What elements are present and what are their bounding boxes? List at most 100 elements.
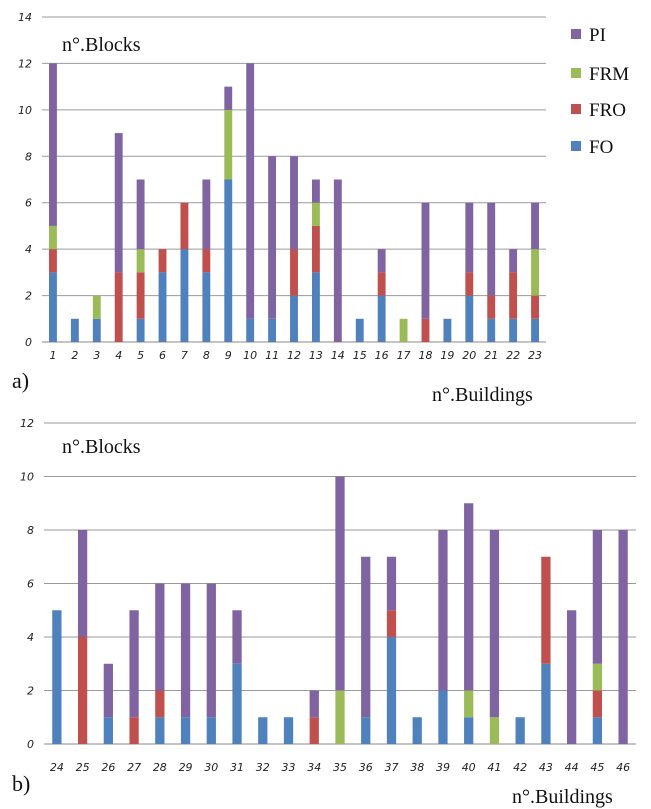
- x-tick-label: 20: [462, 349, 476, 362]
- x-tick-label: 13: [309, 349, 323, 362]
- bar-segment-pi: [77, 530, 88, 637]
- bar-segment-fo: [509, 318, 518, 342]
- x-tick-label: 8: [203, 349, 210, 362]
- bar-segment-pi: [567, 610, 577, 744]
- panel-b-label: b): [12, 771, 30, 796]
- bar-segment-fro: [377, 272, 386, 296]
- bar-segment-fo: [158, 272, 167, 342]
- bar-segment-fo: [465, 295, 474, 342]
- x-tick-label: 23: [528, 349, 542, 362]
- bar-segment-fo: [268, 318, 277, 342]
- y-tick-label: 10: [20, 471, 34, 484]
- panel-a-title: n°.Blocks: [62, 34, 141, 56]
- bar-segment-pi: [246, 63, 255, 319]
- bar-segment-pi: [335, 476, 345, 691]
- x-tick-label: 5: [137, 349, 144, 362]
- x-tick-label: 29: [179, 761, 193, 774]
- bar-segment-fo: [155, 717, 165, 744]
- bar-segment-fo: [531, 318, 539, 342]
- x-tick-label: 17: [397, 349, 411, 362]
- y-tick-label: 6: [27, 578, 34, 591]
- bar-segment-pi: [136, 179, 145, 250]
- panel-b-y-ticks: 0 2 4 6 8 10 12: [20, 417, 34, 751]
- bar-segment-fro: [77, 637, 88, 744]
- bar-segment-fo: [361, 717, 371, 744]
- x-tick-label: 44: [565, 761, 579, 774]
- bar-segment-fo: [283, 717, 294, 744]
- bar-segment-pi: [180, 583, 191, 718]
- x-tick-label: 10: [243, 349, 257, 362]
- x-tick-label: 9: [225, 349, 232, 362]
- bar-segment-pi: [290, 156, 298, 250]
- bar-segment-fo: [92, 318, 101, 342]
- bar-segment-fo: [202, 272, 211, 342]
- y-tick-label: 2: [25, 290, 32, 303]
- x-tick-label: 16: [375, 349, 389, 362]
- legend-swatch-fro: [571, 104, 581, 114]
- bar-segment-fro: [155, 690, 165, 718]
- x-tick-label: 40: [462, 761, 476, 774]
- legend-swatch-frm: [571, 68, 581, 78]
- legend: PI FRM FRO FO: [571, 25, 629, 158]
- y-tick-label: 8: [27, 524, 34, 537]
- x-tick-label: 28: [153, 761, 167, 774]
- bar-segment-pi: [464, 503, 474, 691]
- x-tick-label: 25: [76, 761, 90, 774]
- y-tick-label: 8: [25, 150, 32, 163]
- bar-segment-fro: [541, 556, 551, 664]
- bar-segment-fro: [386, 610, 397, 637]
- bar-segment-pi: [592, 530, 603, 664]
- x-tick-label: 7: [181, 349, 188, 362]
- bar-segment-fo: [180, 249, 189, 342]
- y-tick-label: 6: [25, 197, 32, 210]
- legend-swatch-fo: [571, 141, 581, 151]
- bar-segment-fro: [465, 272, 474, 296]
- bar-segment-pi: [618, 530, 628, 744]
- bar-segment-fo: [592, 717, 603, 744]
- x-tick-label: 35: [333, 761, 347, 774]
- panel-b-xlabel: n°.Buildings: [512, 786, 613, 808]
- bar-segment-pi: [465, 202, 474, 273]
- x-tick-label: 41: [487, 761, 501, 774]
- panel-b-bars: [52, 476, 628, 744]
- bar-segment-pi: [268, 156, 277, 319]
- bar-segment-fo: [224, 179, 233, 342]
- y-tick-label: 12: [18, 57, 32, 70]
- bar-segment-fro: [592, 690, 603, 718]
- x-tick-label: 21: [484, 349, 498, 362]
- bar-segment-fro: [136, 272, 145, 319]
- panel-a-bars: [49, 63, 539, 342]
- bar-segment-fro: [49, 249, 57, 273]
- bar-segment-fo: [541, 663, 551, 744]
- x-tick-label: 12: [287, 349, 301, 362]
- bar-segment-fro: [114, 272, 123, 342]
- bar-segment-fo: [487, 318, 496, 342]
- bar-segment-pi: [202, 179, 211, 250]
- bar-segment-pi: [487, 202, 496, 296]
- bar-segment-fro: [509, 272, 518, 319]
- bar-segment-fo: [515, 717, 525, 744]
- bar-segment-pi: [421, 202, 430, 319]
- bar-segment-fro: [158, 249, 167, 273]
- legend-label-frm: FRM: [589, 64, 629, 85]
- x-tick-label: 37: [384, 761, 398, 774]
- bar-segment-frm: [489, 717, 500, 744]
- x-tick-label: 42: [513, 761, 527, 774]
- bar-segment-fo: [412, 717, 422, 744]
- y-tick-label: 4: [25, 243, 32, 256]
- panel-a-y-ticks: 0 2 4 6 8 10 12 14: [18, 11, 32, 349]
- panel-a-xlabel: n°.Buildings: [432, 384, 533, 406]
- bar-segment-frm: [335, 690, 345, 744]
- bar-segment-frm: [136, 249, 145, 273]
- y-tick-label: 10: [18, 104, 32, 117]
- bar-segment-fo: [52, 610, 62, 744]
- bar-segment-pi: [206, 583, 216, 718]
- bar-segment-pi: [361, 556, 371, 718]
- bar-segment-fo: [290, 295, 298, 342]
- x-tick-label: 15: [353, 349, 367, 362]
- bar-segment-fo: [258, 717, 268, 744]
- bar-segment-frm: [592, 663, 603, 691]
- bar-segment-pi: [309, 690, 319, 718]
